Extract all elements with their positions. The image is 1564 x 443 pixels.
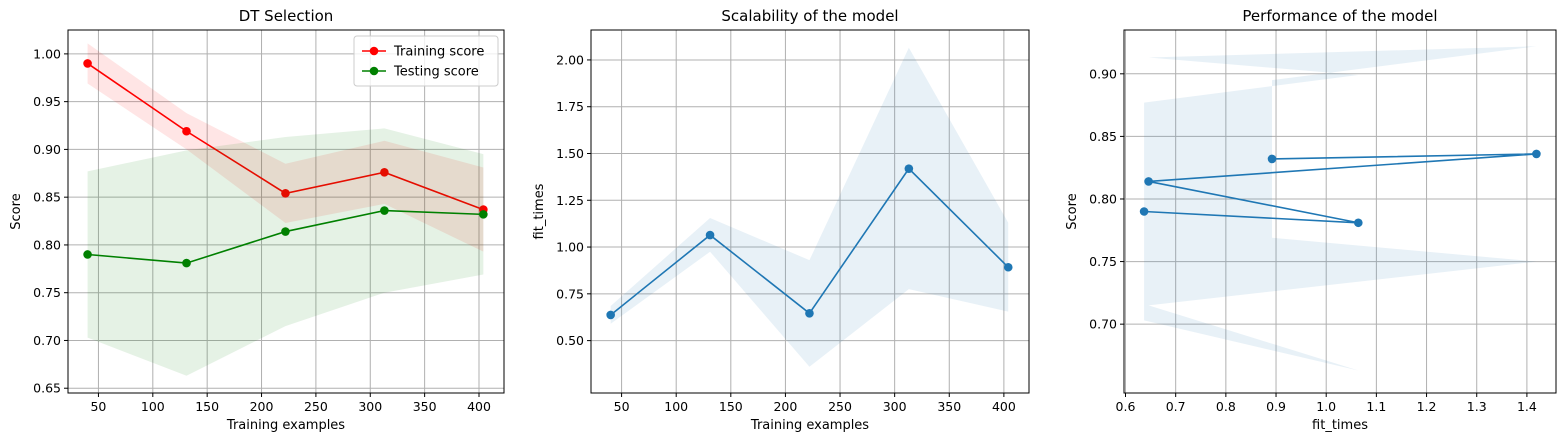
chart-dt-selection: 50 100 150 200 250 300 350 400 0.65 0.70 0.75 0.80 0… <box>9 7 505 433</box>
y-tick-label: 1.25 <box>556 193 584 208</box>
legend: Training score Testing score <box>353 35 499 87</box>
y-tick-label: 0.80 <box>33 237 61 252</box>
x-tick-label: 400 <box>992 399 1016 414</box>
training-score-point <box>380 168 389 177</box>
plot-area <box>1139 46 1541 371</box>
y-tick-label: 0.85 <box>33 190 61 205</box>
x-tick-label: 0.7 <box>1166 399 1186 414</box>
training-score-point <box>83 59 92 68</box>
y-axis-label: Score <box>1065 193 1080 229</box>
y-tick-label: 1.75 <box>556 99 584 114</box>
series-0-point <box>705 230 715 240</box>
x-tick-label: 0.9 <box>1266 399 1286 414</box>
x-tick-label: 300 <box>358 399 382 414</box>
y-tick-label: 0.90 <box>33 142 61 157</box>
grid <box>1124 30 1556 393</box>
x-tick-label: 1.1 <box>1366 399 1386 414</box>
x-tick-label: 100 <box>664 399 688 414</box>
testing-score-point <box>380 206 389 215</box>
legend-box <box>353 35 499 87</box>
chart-title: Performance of the model <box>1242 7 1437 25</box>
y-tick-label: 0.75 <box>33 285 61 300</box>
x-tick-label: 50 <box>614 399 630 414</box>
x-tick-label: 150 <box>195 399 219 414</box>
testing-score-legend-marker <box>369 66 379 76</box>
testing-score-point <box>83 250 92 259</box>
x-tick-label: 200 <box>773 399 797 414</box>
series-0-point <box>1354 218 1363 228</box>
series-0-point <box>1003 262 1013 272</box>
plot-area <box>606 47 1013 367</box>
x-tick-label: 1.3 <box>1467 399 1487 414</box>
training-score-point <box>182 126 191 136</box>
training-score-legend-marker <box>369 46 379 56</box>
series-0-point <box>1267 154 1277 164</box>
chart-title: DT Selection <box>239 7 334 25</box>
x-axis-label: Training examples <box>226 418 345 433</box>
y-tick-label: 0.75 <box>556 286 584 301</box>
series-0-point <box>1139 207 1149 216</box>
testing-score-legend-label: Testing score <box>393 65 479 80</box>
x-tick-label: 50 <box>90 399 106 414</box>
plot-area <box>83 43 488 376</box>
chart-performance: 0.6 0.7 0.8 0.9 1.0 1.1 1.2 1.3 1.4 0.70 0.75 0.80 0… <box>1065 7 1557 433</box>
y-tick-label: 0.95 <box>33 94 61 109</box>
x-axis-label: Training examples <box>750 418 869 433</box>
y-tick-label: 0.85 <box>1089 129 1117 144</box>
y-tick-label: 0.75 <box>1089 254 1117 269</box>
y-tick-label: 1.00 <box>556 240 584 255</box>
grid <box>591 30 1029 393</box>
x-tick-label: 1.2 <box>1417 399 1437 414</box>
axes-frame <box>67 29 505 394</box>
x-tick-label: 350 <box>413 399 437 414</box>
x-tick-label: 1.4 <box>1517 399 1537 414</box>
axes-frame <box>1123 29 1557 394</box>
series-0-point <box>606 310 615 320</box>
series-0-band <box>1144 46 1537 371</box>
testing-score-band <box>87 128 484 376</box>
training-score-point <box>281 189 290 198</box>
series-0-point <box>904 164 914 173</box>
y-axis-label: fit_times <box>532 183 547 239</box>
x-tick-label: 400 <box>467 399 491 414</box>
y-tick-label: 0.80 <box>1089 191 1117 206</box>
x-tick-label: 350 <box>937 399 961 414</box>
y-tick-label: 0.90 <box>1089 66 1117 81</box>
chart-title: Scalability of the model <box>721 7 898 25</box>
series-0-point <box>1144 177 1153 186</box>
y-tick-label: 0.70 <box>1089 317 1117 332</box>
x-tick-label: 300 <box>883 399 907 414</box>
series-0-point <box>1532 149 1541 159</box>
x-tick-label: 0.6 <box>1116 399 1136 414</box>
testing-score-point <box>479 210 488 219</box>
y-tick-label: 2.00 <box>556 52 584 67</box>
training-score-legend-label: Training score <box>393 45 484 60</box>
series-0-band <box>610 47 1009 367</box>
x-tick-label: 100 <box>141 399 165 414</box>
chart-scalability: 50 100 150 200 250 300 350 400 0.50 0.75 1.00 1.25 1… <box>532 7 1030 433</box>
x-tick-label: 200 <box>250 399 274 414</box>
testing-score-point <box>281 227 290 236</box>
y-tick-label: 1.50 <box>556 146 584 161</box>
x-tick-label: 250 <box>304 399 328 414</box>
x-tick-label: 0.8 <box>1216 399 1236 414</box>
axes-frame <box>590 29 1030 394</box>
x-tick-label: 1.0 <box>1316 399 1336 414</box>
y-axis-label: Score <box>9 193 24 229</box>
y-tick-label: 0.50 <box>556 333 584 348</box>
series-0-point <box>805 308 814 318</box>
x-tick-label: 150 <box>719 399 743 414</box>
x-axis-label: fit_times <box>1312 418 1368 433</box>
y-tick-label: 1.00 <box>33 46 61 61</box>
y-tick-label: 0.70 <box>33 333 61 348</box>
y-tick-label: 0.65 <box>33 381 61 396</box>
x-tick-label: 250 <box>828 399 852 414</box>
testing-score-point <box>182 258 191 268</box>
training-score-band <box>87 43 484 252</box>
